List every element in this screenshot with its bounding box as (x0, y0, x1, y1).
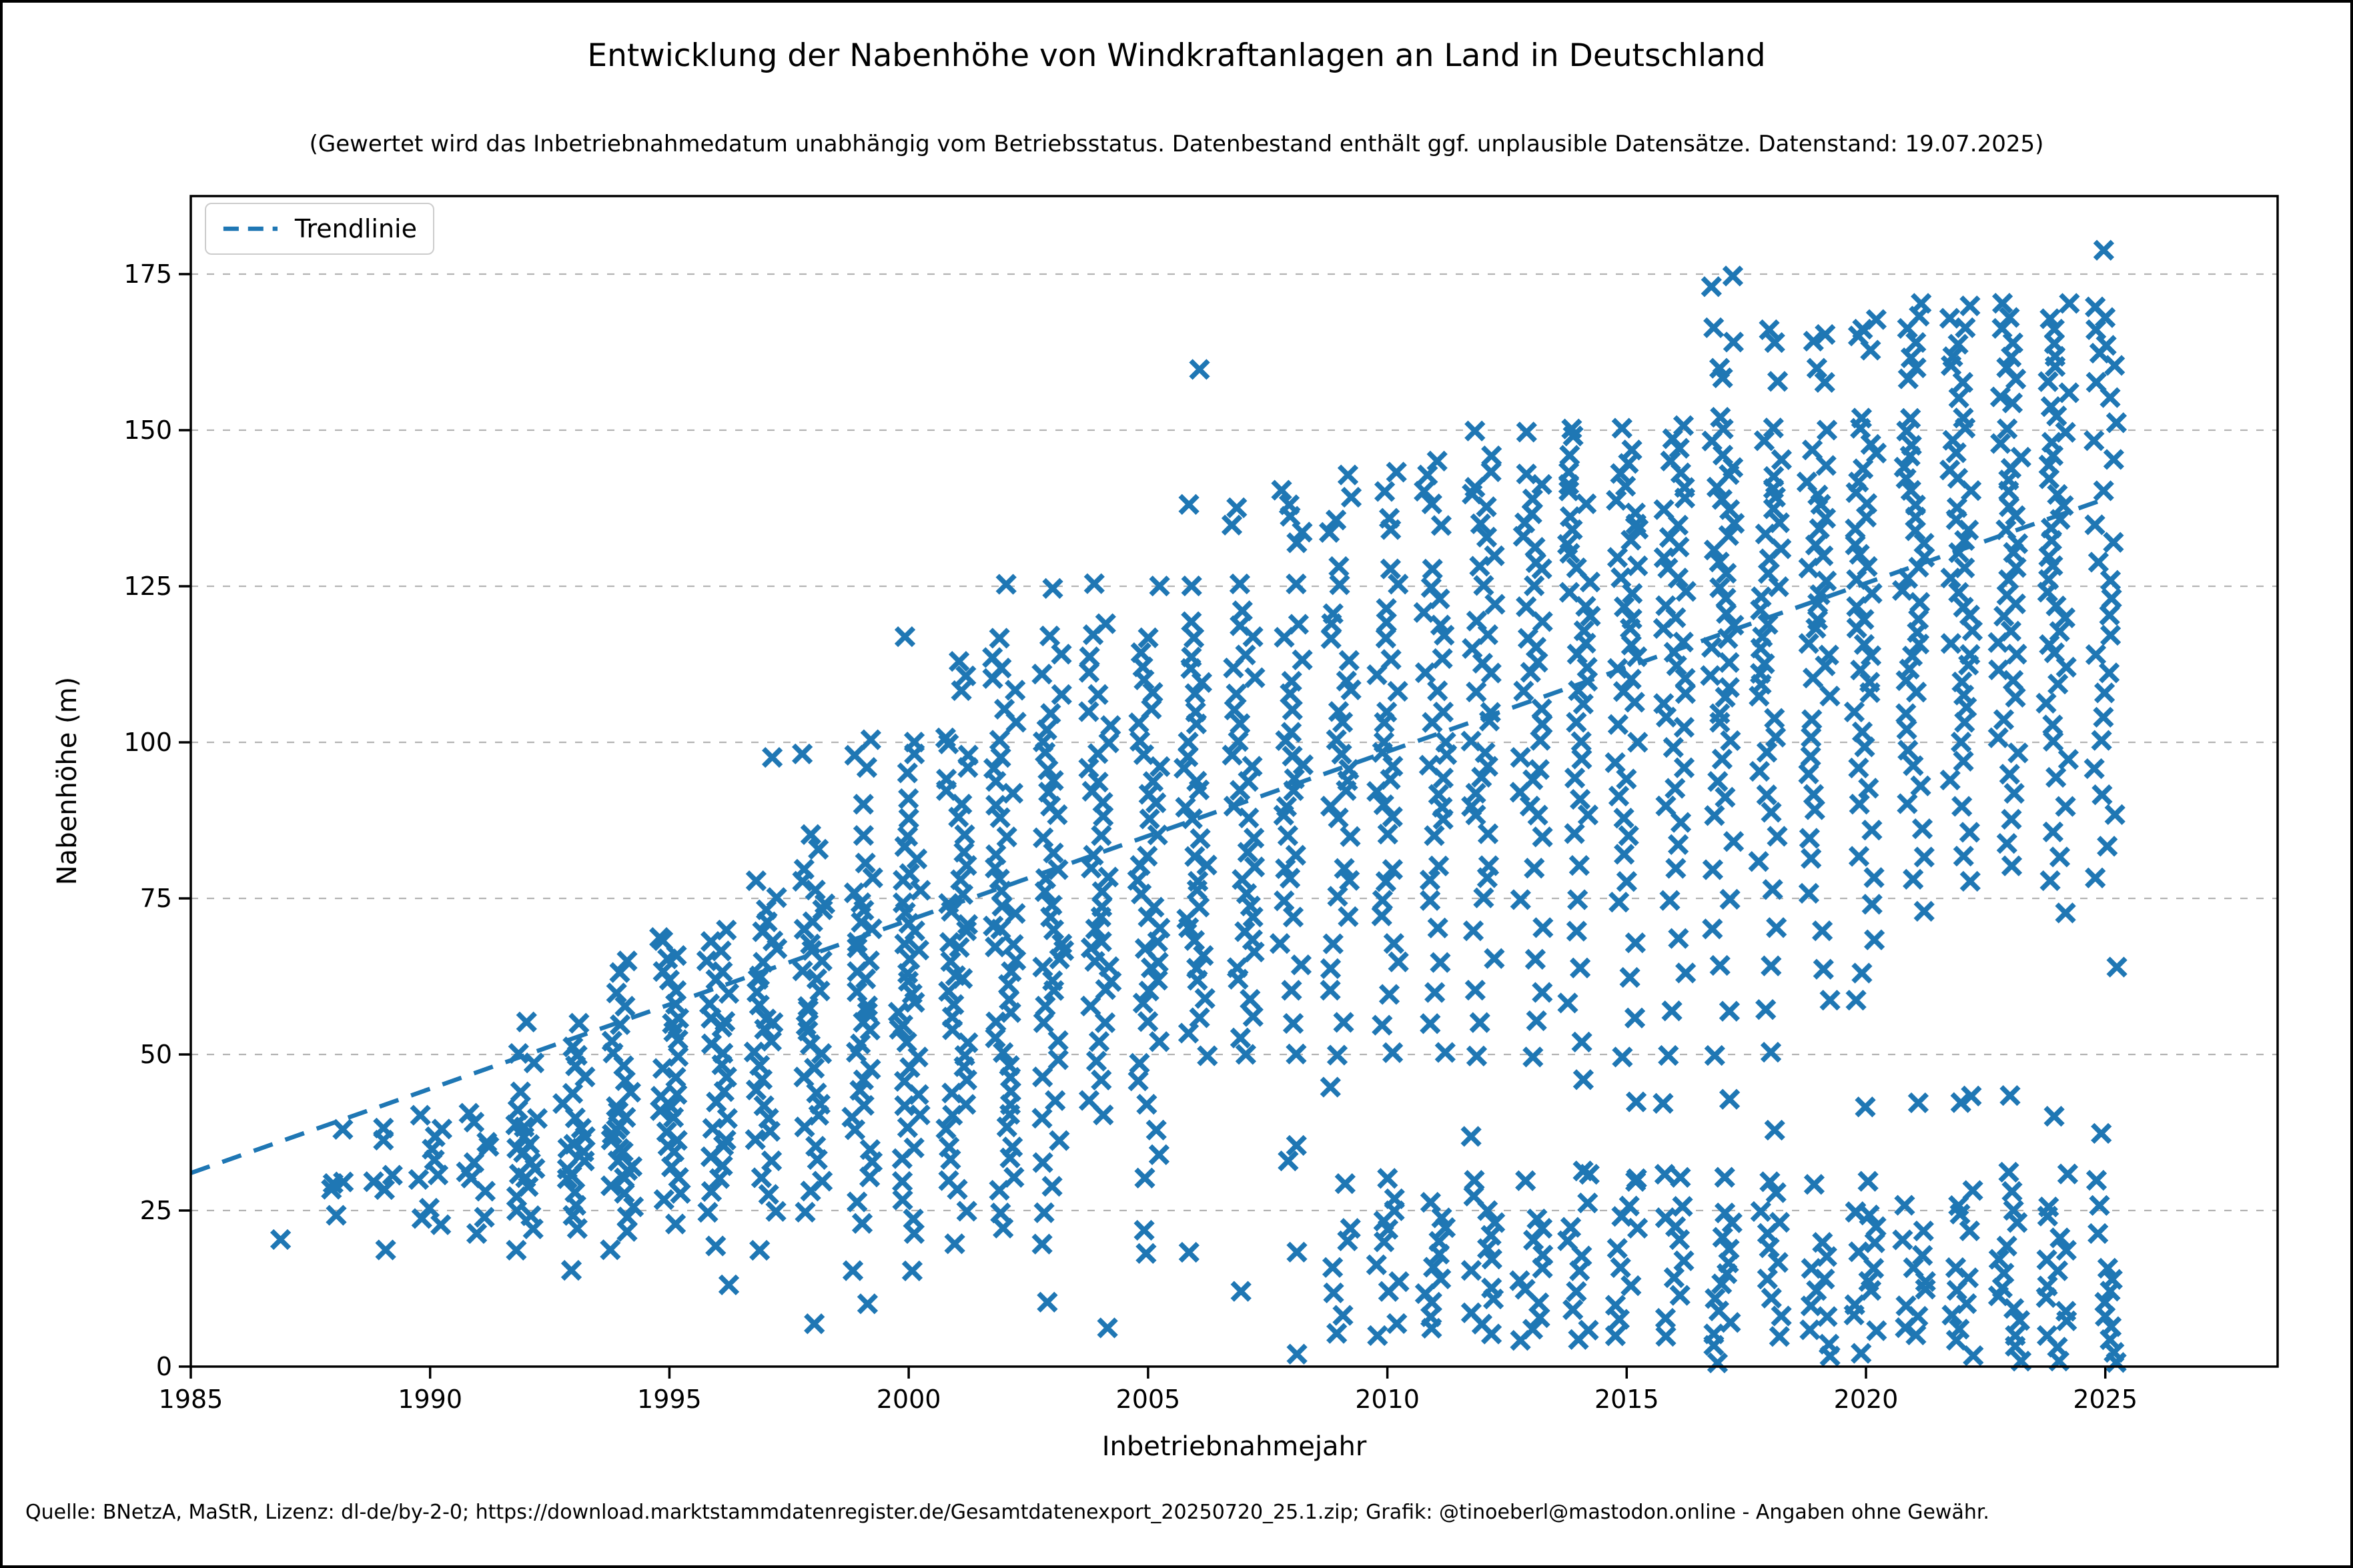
x-tick-label: 2000 (877, 1385, 941, 1414)
axes-frame (189, 195, 2279, 1368)
x-axis-label: Inbetriebnahmejahr (1101, 1431, 1367, 1462)
x-tick-label: 2015 (1594, 1385, 1659, 1414)
y-tick-label: 0 (156, 1352, 172, 1381)
x-tick-label: 2005 (1116, 1385, 1181, 1414)
trendline-legend-icon (223, 226, 278, 231)
chart-subtitle: (Gewertet wird das Inbetriebnahmedatum u… (309, 131, 2044, 157)
y-tick-label: 150 (123, 416, 172, 445)
legend-label: Trendlinie (294, 214, 417, 243)
x-tick-label: 1985 (159, 1385, 223, 1414)
scatter-plot-canvas: 0 25 50 75 100 125 150 175 1985 1990 1995 2000 2005 2… (123, 195, 2279, 1414)
y-tick-label: 100 (123, 728, 172, 757)
y-axis-label: Nabenhöhe (m) (52, 676, 83, 886)
y-tick-label: 125 (123, 572, 172, 601)
y-tick-label: 75 (140, 884, 172, 913)
x-tick-label: 2010 (1355, 1385, 1420, 1414)
plot-area: 0 25 50 75 100 125 150 175 1985 1990 1995 2000 2005 2… (123, 195, 2279, 1414)
y-tick-label: 175 (123, 259, 172, 289)
scatter-points (270, 239, 2128, 1374)
x-tick-label: 1995 (637, 1385, 702, 1414)
y-tick-label: 25 (140, 1196, 172, 1225)
y-tick-label: 50 (140, 1040, 172, 1069)
tick-marks (179, 273, 2107, 1379)
legend: Trendlinie (205, 203, 434, 255)
x-tick-label: 2025 (2073, 1385, 2138, 1414)
source-attribution: Quelle: BNetzA, MaStR, Lizenz: dl-de/by-… (25, 1501, 1989, 1524)
chart-title: Entwicklung der Nabenhöhe von Windkrafta… (587, 37, 1766, 74)
x-tick-label: 1990 (398, 1385, 462, 1414)
x-tick-label: 2020 (1834, 1385, 1899, 1414)
